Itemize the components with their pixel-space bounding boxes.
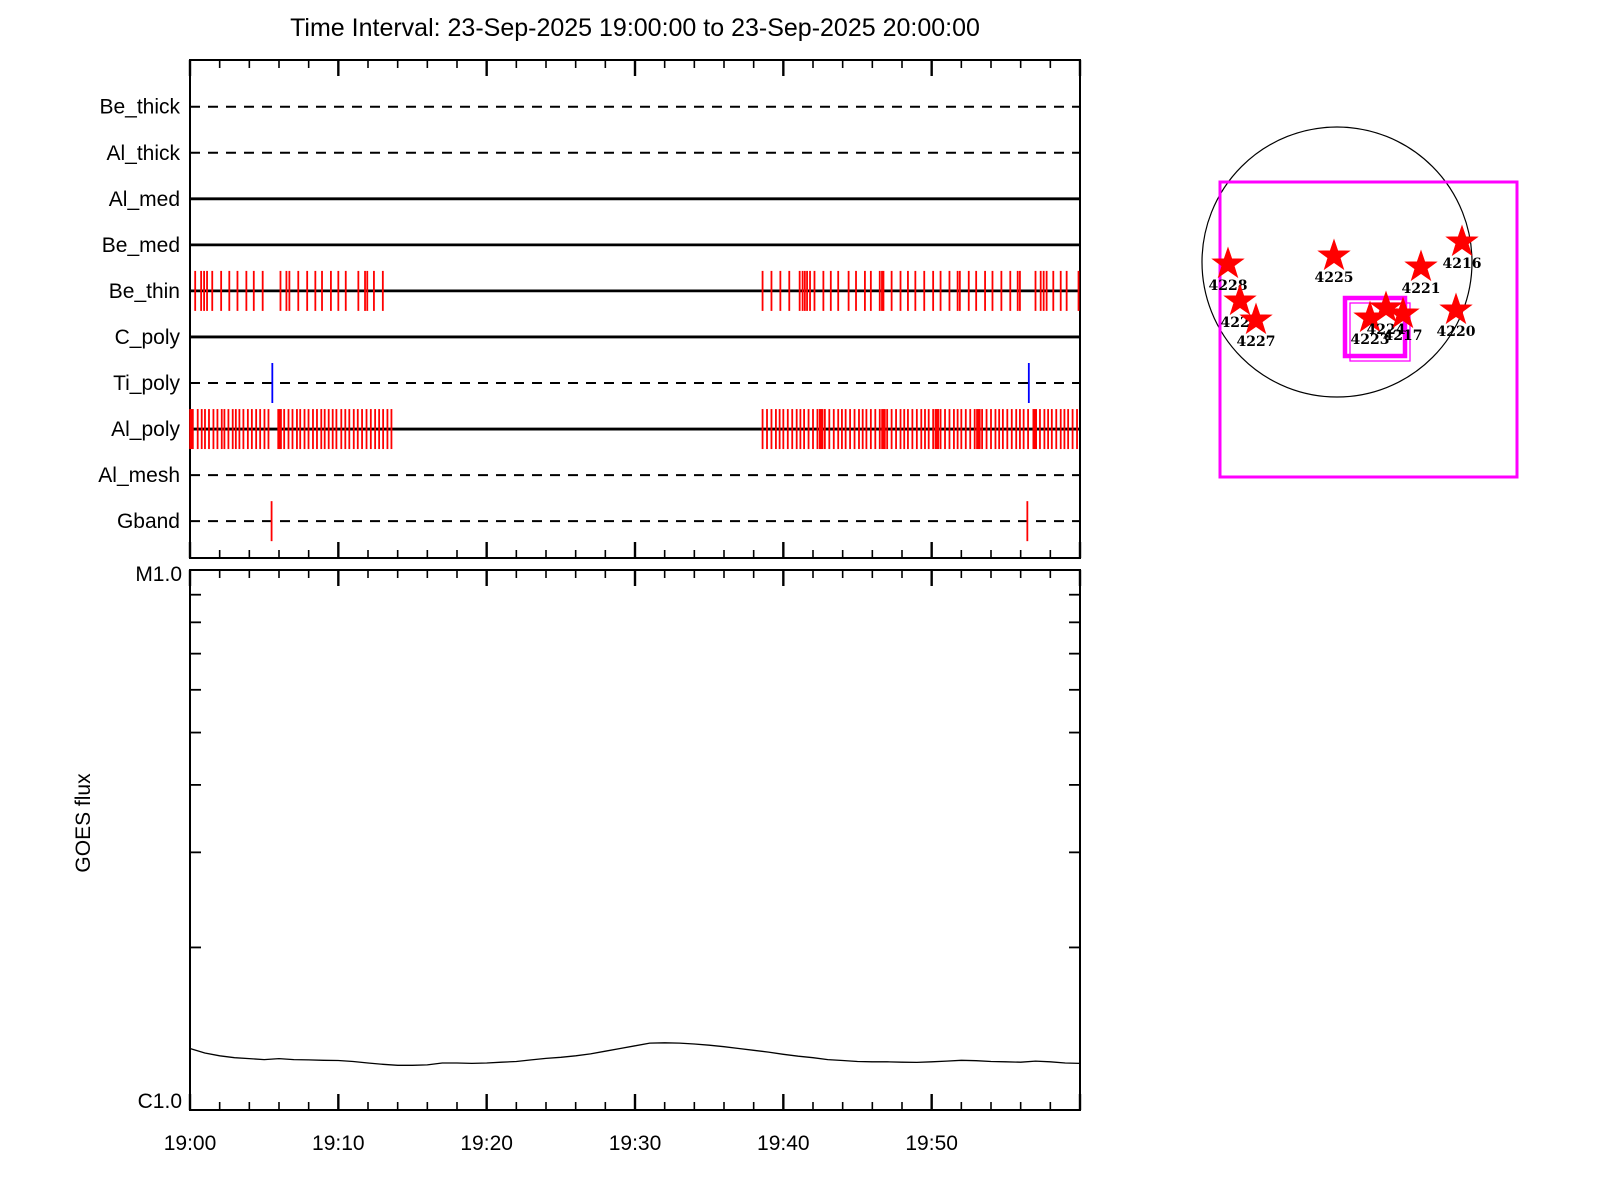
exposure-timeline-panel: Be_thick Al_thick Al_med Be_med Be_thin C_pol… [98, 59, 1082, 559]
filters-panel-frame [189, 59, 1081, 559]
filter-row-label-Ti_poly: Ti_poly [113, 372, 180, 395]
active-region-star [1404, 249, 1438, 282]
active-region-label: 4227 [1237, 334, 1276, 350]
filter-row-label-C_poly: C_poly [115, 326, 181, 349]
filter-row-label-Gband: Gband [117, 510, 180, 533]
active-region-star [1223, 283, 1257, 316]
goes-ymax-label: M1.0 [135, 563, 182, 586]
fov-box-large-fov [1218, 180, 1519, 479]
active-region-star [1445, 224, 1479, 257]
active-region-label: 4220 [1437, 324, 1476, 340]
goes-flux-panel: M1.0 C1.0 19:00 19:10 19:20 19:30 19:40 19:50 GO… [72, 563, 1082, 1155]
solar-limb-circle [1201, 126, 1473, 398]
plot-title: Time Interval: 23-Sep-2025 19:00:00 to 2… [290, 14, 980, 42]
x-axis-label: 19:00 [164, 1132, 217, 1155]
goes-axis-title: GOES flux [72, 773, 95, 873]
filter-row-label-Al_mesh: Al_mesh [98, 464, 180, 487]
x-axis-label: 19:40 [757, 1132, 810, 1155]
goes-ymin-label: C1.0 [138, 1090, 182, 1113]
filter-row-label-Al_thick: Al_thick [106, 142, 180, 165]
filter-row-label-Be_thin: Be_thin [109, 280, 180, 303]
filter-row-label-Be_med: Be_med [102, 234, 180, 257]
active-region-label: 4228 [1209, 278, 1248, 294]
active-region-star [1386, 296, 1420, 329]
active-region-star [1211, 246, 1245, 279]
goes-panel-frame [189, 569, 1081, 1111]
fov-box-small-fov-thick [1342, 295, 1408, 359]
active-region-star [1369, 290, 1403, 323]
x-axis-label: 19:20 [460, 1132, 513, 1155]
filter-row-label-Al_poly: Al_poly [111, 418, 180, 441]
active-region-label: 4217 [1384, 328, 1423, 344]
active-region-label: 4216 [1443, 256, 1482, 272]
filter-row-label-Be_thick: Be_thick [99, 96, 180, 119]
active-region-star [1239, 302, 1273, 335]
active-region-label: 4225 [1315, 270, 1354, 286]
filter-row-label-Al_med: Al_med [109, 188, 180, 211]
active-region-star [1317, 238, 1351, 271]
x-axis-label: 19:30 [609, 1132, 662, 1155]
active-region-star [1439, 292, 1473, 325]
x-axis-label: 19:50 [905, 1132, 958, 1155]
active-region-label: 4221 [1402, 281, 1441, 297]
goes-flux-curve [189, 1042, 1081, 1066]
active-region-label: 4223 [1351, 332, 1390, 348]
active-region-label: 4224 [1367, 322, 1406, 338]
x-axis-label: 19:10 [312, 1132, 365, 1155]
